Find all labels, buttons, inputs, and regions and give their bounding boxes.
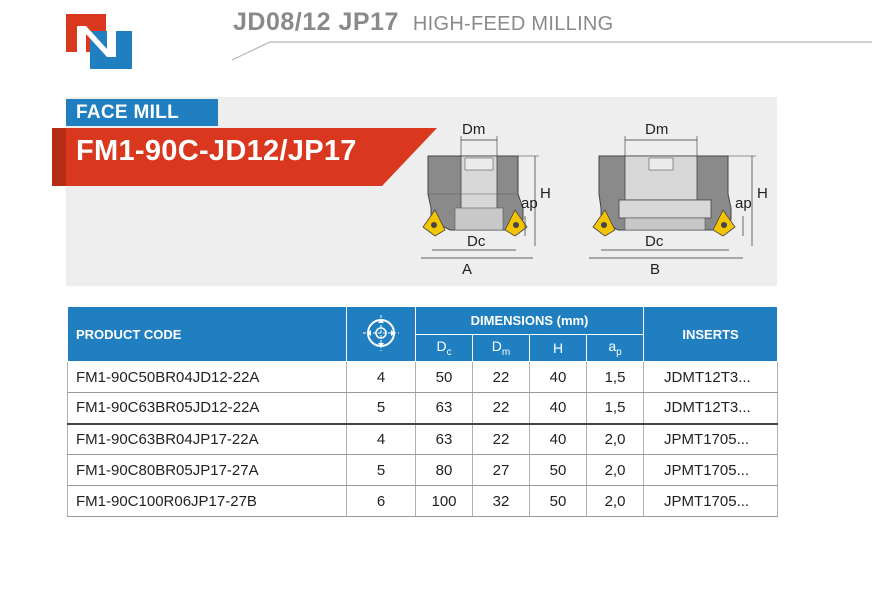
table-row: FM1-90C63BR04JP17-22A 4 63 22 40 2,0 JPM… [67,422,779,455]
cell-teeth: 5 [346,392,416,424]
cell-teeth: 4 [346,361,416,393]
table-row: FM1-90C100R06JP17-27B 6 100 32 50 2,0 JP… [67,485,779,517]
cell-dm: 22 [472,422,530,455]
cutter-a-drawing: Dm Dc A H ap [421,121,551,278]
column-header-dc: Dc [415,334,473,362]
dm-label: D [491,338,502,355]
cell-h: 40 [529,392,587,424]
column-header-dimensions: DIMENSIONS (mm) [414,306,645,335]
ap-subscript: p [616,346,622,358]
cell-product-code: FM1-90C63BR04JP17-22A [67,422,347,455]
svg-text:Dc: Dc [645,233,664,250]
cell-dc: 63 [415,392,473,424]
svg-text:ap: ap [521,195,538,212]
header-rule [231,41,872,61]
cell-ap: 1,5 [585,361,645,393]
cell-product-code: FM1-90C80BR05JP17-27A [67,454,347,486]
svg-text:Dm: Dm [462,121,485,138]
specification-table: PRODUCT CODE DIMENSIONS (mm) INSERTS Dc … [67,306,779,517]
cell-insert: JPMT1705... [643,485,779,517]
series-subtitle: HIGH-FEED MILLING [412,13,614,35]
svg-text:Dm: Dm [645,121,668,138]
cell-dm: 22 [472,361,530,393]
cell-product-code: FM1-90C100R06JP17-27B [67,485,347,517]
product-banner [52,128,437,186]
cell-insert: JPMT1705... [643,454,779,486]
cell-h: 40 [529,422,587,455]
cell-dc: 80 [415,454,473,486]
product-name: FM1-90C-JD12/JP17 [76,135,357,167]
cell-product-code: FM1-90C63BR05JD12-22A [67,392,347,424]
cell-dm: 22 [472,392,530,424]
column-header-product-code: PRODUCT CODE [67,306,347,362]
column-header-teeth [346,306,416,362]
cell-insert: JDMT12T3... [643,392,779,424]
cutter-teeth-icon [363,314,399,351]
cutter-technical-drawing: Dm Dc A H ap Dm Dc B H ap [421,121,768,278]
cell-teeth: 4 [346,422,416,455]
dm-subscript: m [501,346,511,358]
company-logo [66,14,132,69]
cell-dc: 100 [415,485,473,517]
cell-dc: 63 [415,422,473,455]
cell-insert: JPMT1705... [643,422,779,455]
cutter-b-drawing: Dm Dc B H ap [589,121,768,278]
svg-text:H: H [540,185,551,202]
table-row: FM1-90C50BR04JD12-22A 4 50 22 40 1,5 JDM… [67,361,779,393]
svg-text:Dc: Dc [467,233,486,250]
page-header-title: JD08/12 JP17 HIGH-FEED MILLING [233,8,614,42]
cell-teeth: 6 [346,485,416,517]
svg-text:H: H [757,185,768,202]
cell-ap: 1,5 [585,392,645,424]
cell-h: 50 [529,454,587,486]
cell-ap: 2,0 [585,485,645,517]
cell-dm: 27 [472,454,530,486]
svg-text:A: A [462,261,472,278]
cell-dm: 32 [472,485,530,517]
column-header-dm: Dm [472,334,530,362]
dc-subscript: c [446,346,452,358]
cell-ap: 2,0 [585,454,645,486]
ap-label: a [608,338,617,355]
column-header-inserts: INSERTS [643,306,779,362]
table-row: FM1-90C80BR05JP17-27A 5 80 27 50 2,0 JPM… [67,454,779,486]
cell-ap: 2,0 [585,422,645,455]
cell-h: 50 [529,485,587,517]
cell-dc: 50 [415,361,473,393]
category-tag: FACE MILL [66,99,218,126]
table-row: FM1-90C63BR05JD12-22A 5 63 22 40 1,5 JDM… [67,392,779,424]
cell-product-code: FM1-90C50BR04JD12-22A [67,361,347,393]
column-header-ap: ap [585,334,645,362]
column-header-h: H [529,334,587,362]
cell-insert: JDMT12T3... [643,361,779,393]
series-code: JD08/12 JP17 [233,8,399,36]
svg-text:B: B [650,261,660,278]
cell-teeth: 5 [346,454,416,486]
dc-label: D [436,338,447,355]
svg-text:ap: ap [735,195,752,212]
cell-h: 40 [529,361,587,393]
